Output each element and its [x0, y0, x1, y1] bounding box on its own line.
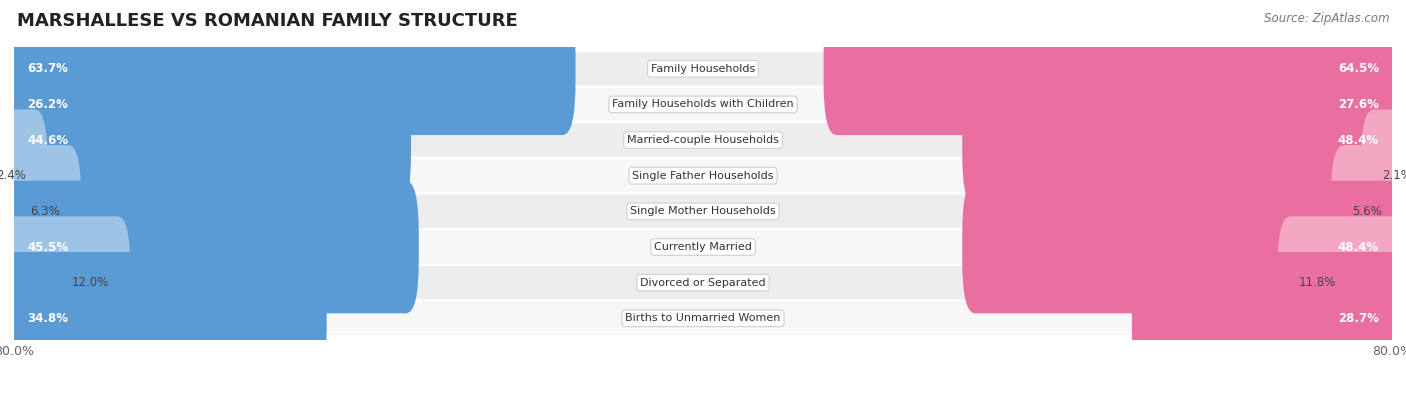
- FancyBboxPatch shape: [1, 109, 48, 242]
- Text: 63.7%: 63.7%: [27, 62, 67, 75]
- Text: Currently Married: Currently Married: [654, 242, 752, 252]
- FancyBboxPatch shape: [1132, 252, 1405, 385]
- FancyBboxPatch shape: [1, 145, 82, 278]
- Text: 6.3%: 6.3%: [30, 205, 59, 218]
- FancyBboxPatch shape: [14, 194, 1392, 229]
- Text: 48.4%: 48.4%: [1339, 241, 1379, 254]
- Text: 26.2%: 26.2%: [27, 98, 67, 111]
- Text: Single Mother Households: Single Mother Households: [630, 206, 776, 216]
- Text: 5.6%: 5.6%: [1353, 205, 1382, 218]
- FancyBboxPatch shape: [14, 265, 1392, 301]
- Text: 48.4%: 48.4%: [1339, 134, 1379, 147]
- Text: 2.4%: 2.4%: [0, 169, 27, 182]
- Text: 45.5%: 45.5%: [27, 241, 67, 254]
- FancyBboxPatch shape: [14, 229, 1392, 265]
- Text: 64.5%: 64.5%: [1339, 62, 1379, 75]
- FancyBboxPatch shape: [14, 301, 1392, 336]
- FancyBboxPatch shape: [14, 158, 1392, 194]
- Text: 12.0%: 12.0%: [72, 276, 108, 289]
- FancyBboxPatch shape: [1, 74, 411, 206]
- FancyBboxPatch shape: [14, 87, 1392, 122]
- Text: Family Households: Family Households: [651, 64, 755, 74]
- Legend: Marshallese, Romanian: Marshallese, Romanian: [593, 391, 813, 395]
- Text: 28.7%: 28.7%: [1339, 312, 1379, 325]
- Text: Source: ZipAtlas.com: Source: ZipAtlas.com: [1264, 12, 1389, 25]
- Text: 34.8%: 34.8%: [27, 312, 67, 325]
- FancyBboxPatch shape: [1278, 216, 1405, 349]
- Text: MARSHALLESE VS ROMANIAN FAMILY STRUCTURE: MARSHALLESE VS ROMANIAN FAMILY STRUCTURE: [17, 12, 517, 30]
- FancyBboxPatch shape: [1142, 38, 1405, 171]
- FancyBboxPatch shape: [14, 51, 1392, 87]
- FancyBboxPatch shape: [1361, 109, 1405, 242]
- Text: Family Households with Children: Family Households with Children: [612, 100, 794, 109]
- Text: 27.6%: 27.6%: [1339, 98, 1379, 111]
- FancyBboxPatch shape: [1, 252, 326, 385]
- FancyBboxPatch shape: [962, 181, 1405, 313]
- FancyBboxPatch shape: [1331, 145, 1405, 278]
- Text: Divorced or Separated: Divorced or Separated: [640, 278, 766, 288]
- FancyBboxPatch shape: [962, 74, 1405, 206]
- FancyBboxPatch shape: [1, 38, 253, 171]
- Text: Single Father Households: Single Father Households: [633, 171, 773, 181]
- FancyBboxPatch shape: [14, 122, 1392, 158]
- FancyBboxPatch shape: [824, 2, 1405, 135]
- Text: 2.1%: 2.1%: [1382, 169, 1406, 182]
- Text: Births to Unmarried Women: Births to Unmarried Women: [626, 313, 780, 324]
- Text: 11.8%: 11.8%: [1299, 276, 1336, 289]
- FancyBboxPatch shape: [1, 181, 419, 313]
- FancyBboxPatch shape: [1, 2, 575, 135]
- FancyBboxPatch shape: [1, 216, 131, 349]
- Text: Married-couple Households: Married-couple Households: [627, 135, 779, 145]
- Text: 44.6%: 44.6%: [27, 134, 67, 147]
